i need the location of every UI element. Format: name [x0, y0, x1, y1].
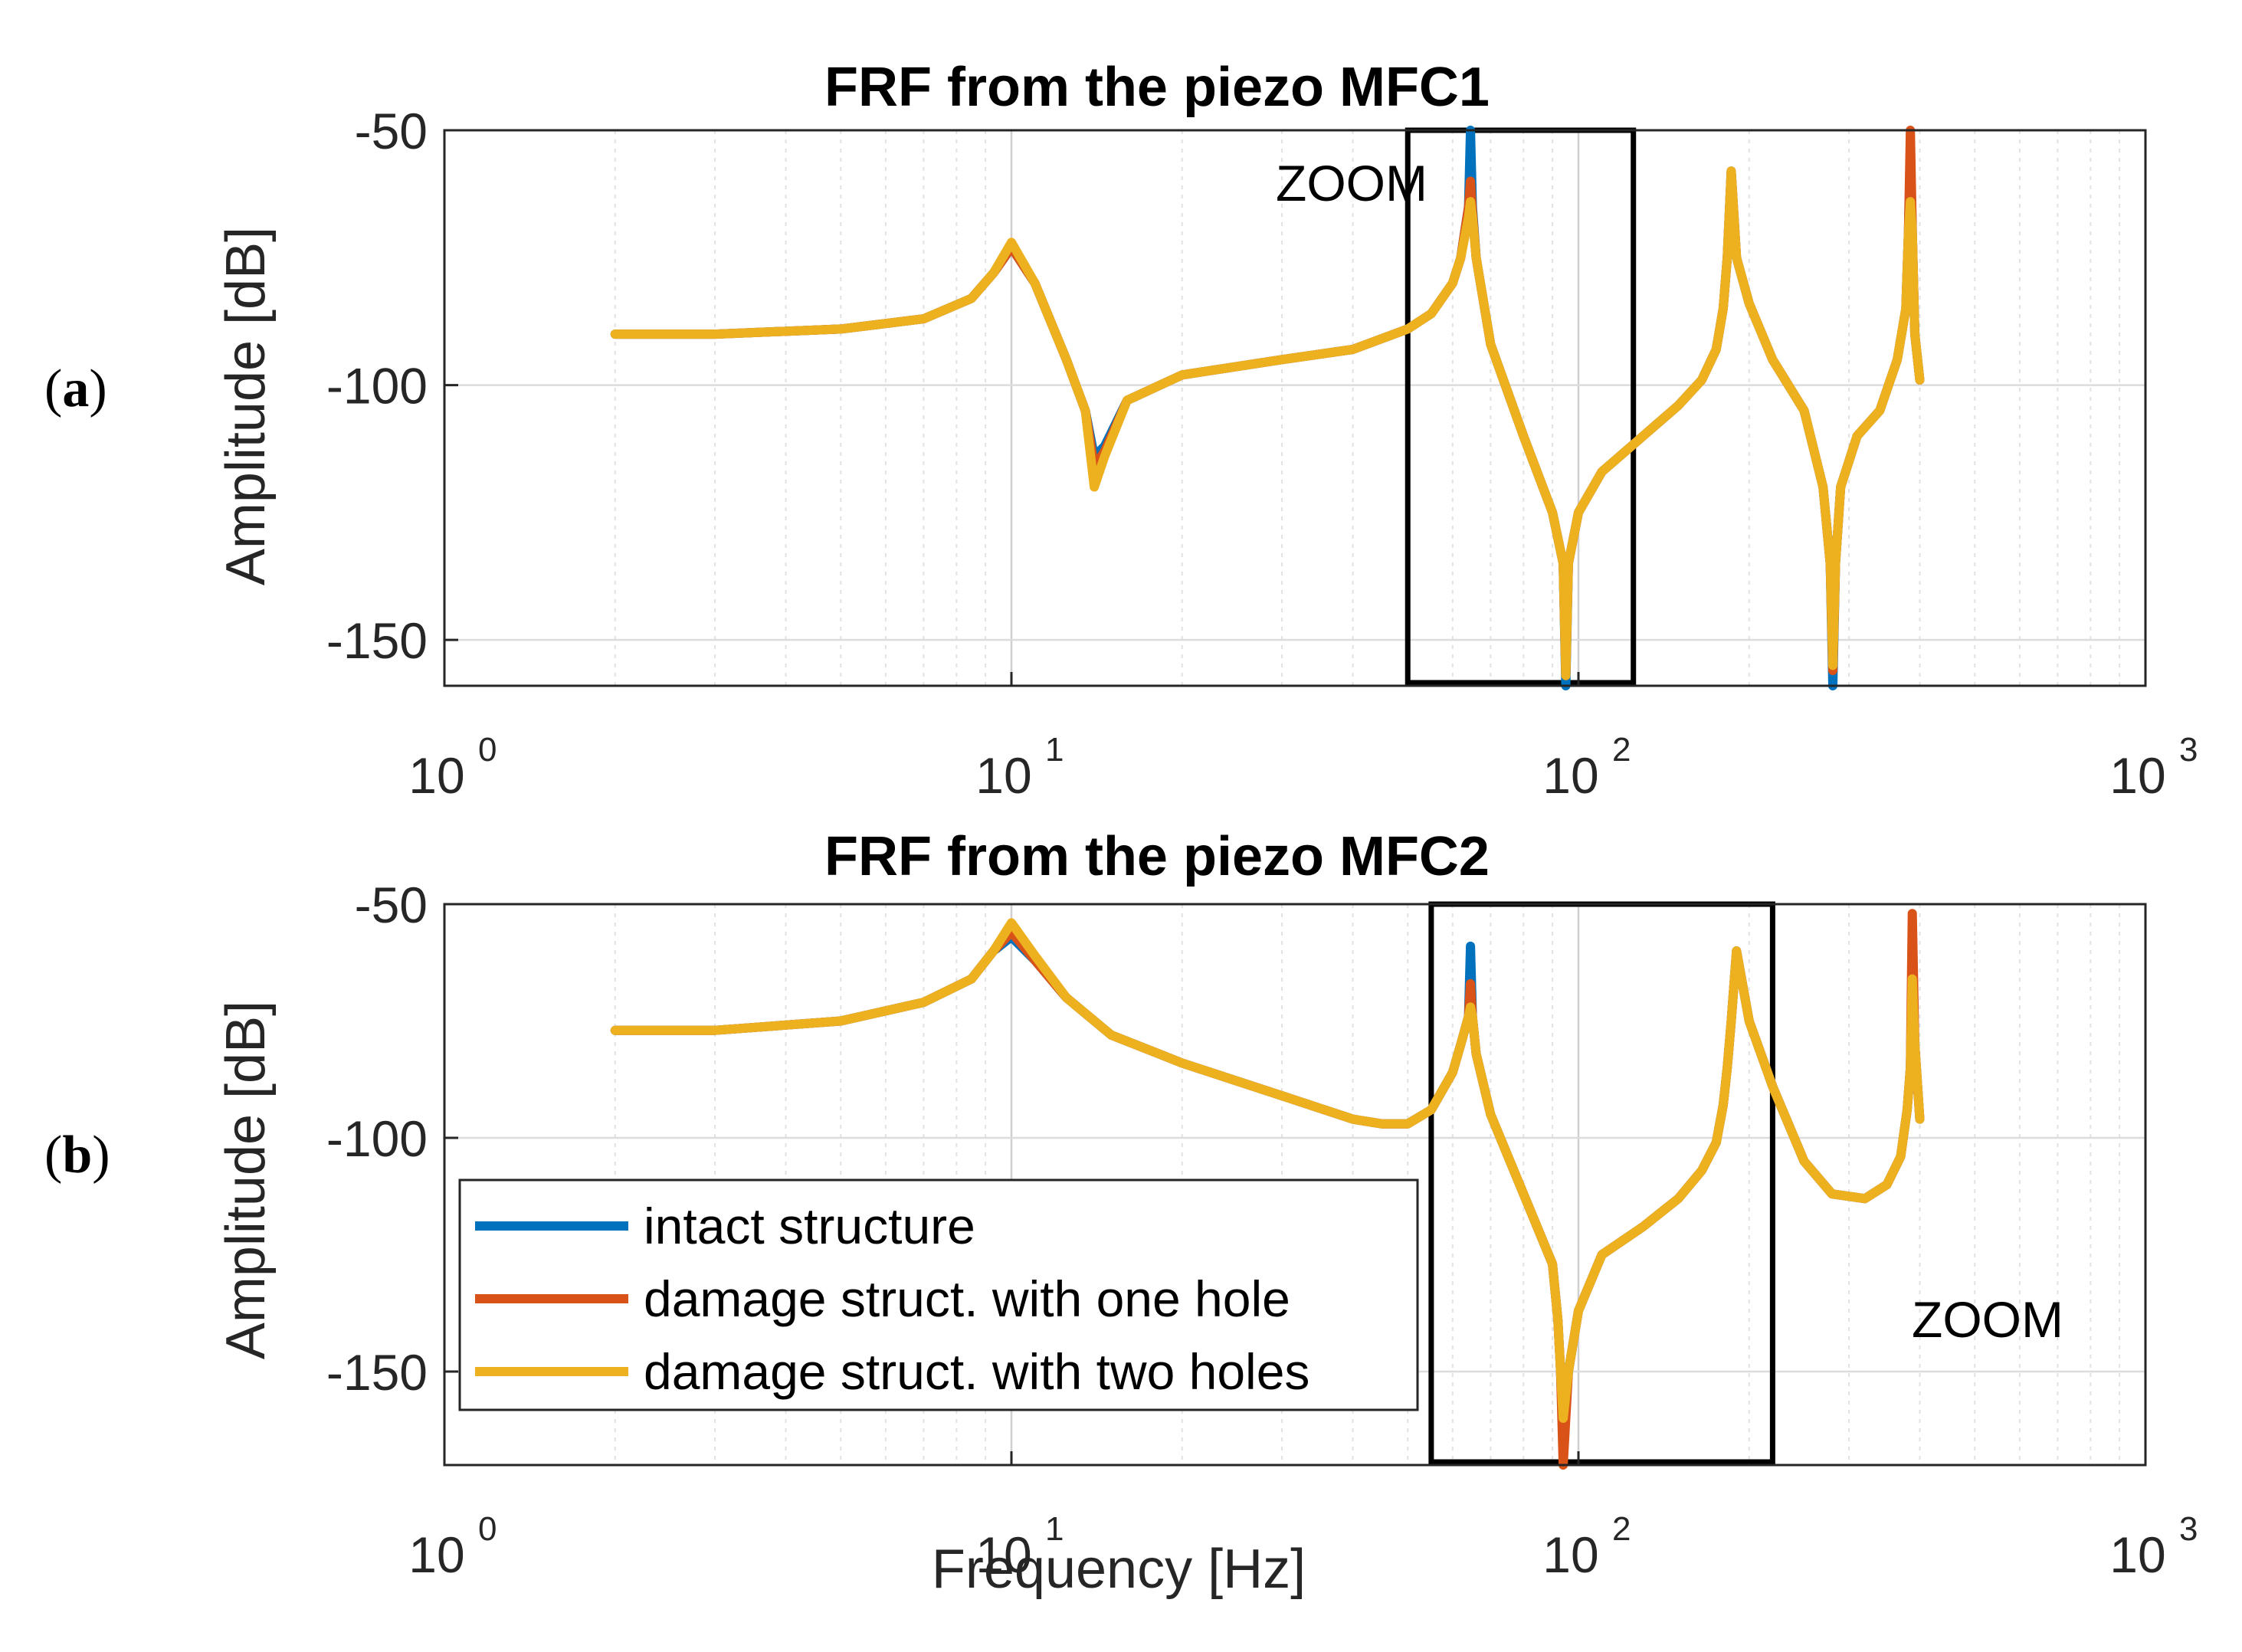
legend-label-intact: intact structure — [644, 1198, 975, 1254]
axes-frame-a — [443, 129, 2147, 687]
x-tick-label: 10 — [408, 1526, 464, 1583]
x-tick-exponent: 0 — [478, 731, 497, 769]
zoom-label: ZOOM — [1912, 1291, 2063, 1348]
zoom-label: ZOOM — [1276, 155, 1427, 211]
y-ticks-a: -50 -100 -150 — [326, 103, 458, 669]
panel-b-label: (b) — [44, 1126, 110, 1185]
chart-title-a: FRF from the piezo MFC1 — [824, 57, 1490, 118]
x-tick-exponent: 2 — [1612, 731, 1631, 769]
zoom-box-b: ZOOM — [1428, 901, 2063, 1465]
x-tick-label: 10 — [2109, 1526, 2165, 1583]
series-line-3 — [610, 918, 1925, 1423]
chart-title-b: FRF from the piezo MFC2 — [824, 826, 1490, 887]
x-axis-title: Frequency [Hz] — [932, 1539, 1306, 1600]
series-lines-b — [610, 909, 1925, 1470]
panel-a-label: (a) — [44, 359, 107, 418]
x-ticks-a: 10 0 10 1 10 2 10 3 — [408, 672, 2198, 804]
y-tick-label: -50 — [355, 103, 428, 159]
legend-item: damage struct. with one hole — [475, 1270, 1290, 1327]
x-tick-exponent: 3 — [2179, 731, 2198, 769]
y-ticks-b: -50 -100 -150 — [326, 877, 458, 1401]
x-tick-label: 10 — [975, 1526, 1031, 1583]
x-tick-label: 10 — [1542, 747, 1598, 804]
y-axis-title-b: Amplitude [dB] — [215, 1001, 277, 1359]
x-tick-exponent: 0 — [478, 1510, 497, 1548]
grid-a — [444, 129, 2145, 686]
legend-label-two-holes: damage struct. with two holes — [644, 1343, 1309, 1400]
legend-item: intact structure — [475, 1198, 975, 1254]
x-ticks-b: 10 0 10 1 10 2 10 3 — [408, 1451, 2198, 1583]
y-tick-label: -150 — [326, 612, 428, 669]
legend: intact structure damage struct. with one… — [458, 1178, 1419, 1411]
legend-item: damage struct. with two holes — [475, 1343, 1309, 1400]
x-tick-label: 10 — [975, 747, 1031, 804]
series-line-3 — [610, 166, 1925, 680]
panel-a: (a) FRF from the piezo MFC1 Amplitude [d… — [44, 57, 2198, 804]
x-tick-label: 10 — [408, 747, 464, 804]
y-tick-label: -50 — [355, 877, 428, 933]
x-tick-label: 10 — [1542, 1526, 1598, 1583]
y-axis-title-a: Amplitude [dB] — [215, 227, 277, 585]
x-tick-exponent: 2 — [1612, 1510, 1631, 1548]
x-tick-exponent: 3 — [2179, 1510, 2198, 1548]
y-tick-label: -150 — [326, 1344, 428, 1401]
y-tick-label: -100 — [326, 1110, 428, 1167]
x-tick-exponent: 1 — [1045, 1510, 1064, 1548]
x-tick-label: 10 — [2109, 747, 2165, 804]
y-tick-label: -100 — [326, 358, 428, 415]
x-tick-exponent: 1 — [1045, 731, 1064, 769]
legend-label-one-hole: damage struct. with one hole — [644, 1270, 1290, 1327]
axes-frame-b — [443, 903, 2147, 1467]
panel-b: (b) FRF from the piezo MFC2 Amplitude [d… — [44, 826, 2198, 1600]
